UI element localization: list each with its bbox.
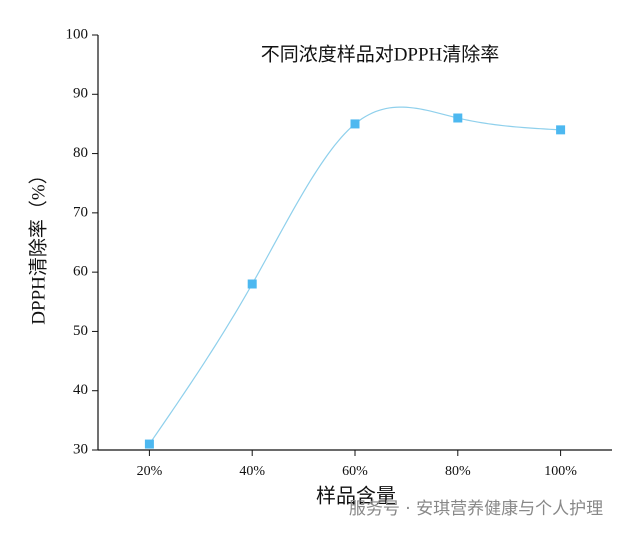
x-tick-label: 80% (445, 464, 471, 479)
watermark: 服务号 · 安琪营养健康与个人护理 (349, 499, 603, 519)
x-tick-label: 60% (342, 464, 368, 479)
y-tick-label: 30 (73, 441, 88, 457)
y-tick-label: 80 (73, 145, 88, 161)
marker (144, 439, 154, 449)
marker (247, 279, 257, 289)
x-tick-label: 100% (544, 464, 577, 479)
marker (350, 119, 360, 129)
marker (556, 125, 566, 135)
spline-curve (148, 106, 561, 445)
y-tick-label: 70 (73, 204, 88, 220)
y-tick-label: 100 (66, 26, 89, 42)
y-tick-label: 60 (73, 264, 88, 280)
x-axis-label: 样品含量 (316, 485, 396, 508)
y-tick-label: 40 (73, 382, 88, 398)
marker (453, 113, 463, 123)
x-tick-label: 20% (137, 464, 163, 479)
chart-title: 不同浓度样品对DPPH清除率 (261, 43, 500, 65)
y-axis-label: DPPH清除率（%） (27, 165, 49, 324)
y-tick-label: 50 (73, 323, 88, 339)
x-tick-label: 40% (239, 464, 265, 479)
y-tick-label: 90 (73, 86, 88, 102)
